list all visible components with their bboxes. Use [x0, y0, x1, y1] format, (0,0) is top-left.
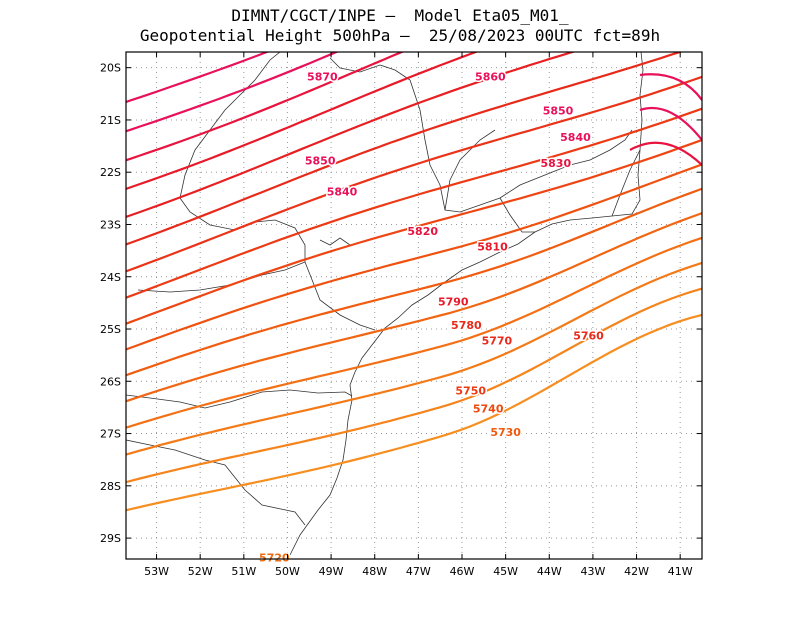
- state-border-1: [126, 439, 306, 526]
- contour-value-label: 5850: [305, 154, 336, 167]
- contour-value-label: 5840: [327, 186, 358, 199]
- y-tick-label: 26S: [100, 375, 121, 388]
- x-tick-label: 47W: [406, 565, 431, 578]
- contour-value-label: 5760: [573, 329, 604, 342]
- contour-line: [126, 52, 684, 246]
- y-tick-label: 20S: [100, 62, 121, 75]
- y-tick-label: 22S: [100, 166, 121, 179]
- contour-value-label: 5740: [473, 403, 504, 416]
- contour-line: [126, 107, 702, 299]
- y-tick-label: 29S: [100, 532, 121, 545]
- y-tick-label: 27S: [100, 428, 121, 441]
- contour-line: [639, 73, 702, 101]
- state-border-4: [304, 261, 376, 331]
- contour-value-label: 5720: [259, 552, 290, 565]
- contour-labels: 5870 5860 5850 5840 5850 5830 5840 5820 5810 5790…: [258, 69, 606, 566]
- contour-value-label: 5820: [407, 225, 438, 238]
- contour-line: [126, 52, 270, 104]
- contour-line: [126, 52, 479, 191]
- contour-line: [126, 163, 702, 351]
- y-tick-label: 25S: [100, 323, 121, 336]
- x-tick-label: 48W: [362, 565, 387, 578]
- y-tick-label: 24S: [100, 271, 121, 284]
- contour-line: [126, 52, 340, 133]
- y-tick-label: 28S: [100, 480, 121, 493]
- contour-value-label: 5780: [451, 319, 482, 332]
- contour-line: [126, 138, 702, 325]
- y-tick-label: 23S: [100, 218, 121, 231]
- x-tick-label: 49W: [319, 565, 344, 578]
- map-frame: [125, 51, 703, 560]
- graticule: [126, 52, 702, 559]
- contour-value-label: 5830: [541, 157, 572, 170]
- contour-value-label: 5790: [438, 296, 469, 309]
- map-title-line-2: Geopotential Height 500hPa – 25/08/2023 …: [139, 26, 661, 45]
- map-title-line-1: DIMNT/CGCT/INPE – Model Eta05_M01_: [231, 6, 569, 25]
- y-tick-label: 21S: [100, 114, 121, 127]
- contour-value-label: 5810: [477, 241, 508, 254]
- longitude-axis: 53W 52W 51W 50W 49W 48W 47W 46W 45W 44W 43W 42W 41W: [144, 52, 693, 578]
- contour-line: [126, 75, 702, 273]
- contour-line: [639, 106, 702, 141]
- contour-value-label: 5730: [490, 426, 521, 439]
- state-border-9: [611, 149, 641, 217]
- contour-line: [126, 52, 405, 162]
- state-border-7: [499, 197, 535, 233]
- x-tick-label: 46W: [450, 565, 475, 578]
- contour-line: [126, 52, 577, 219]
- contour-line: [629, 141, 702, 166]
- x-tick-label: 44W: [537, 565, 562, 578]
- contour-line: [126, 212, 702, 403]
- state-border-6: [329, 57, 411, 81]
- x-tick-label: 43W: [580, 565, 605, 578]
- contour-value-label: 5870: [307, 71, 338, 84]
- x-tick-label: 51W: [231, 565, 256, 578]
- contour-line: [126, 287, 702, 484]
- x-tick-label: 52W: [188, 565, 213, 578]
- contour-value-label: 5840: [560, 131, 591, 144]
- x-tick-label: 45W: [493, 565, 518, 578]
- contour-line: [126, 313, 702, 512]
- coastline-and-borders: [126, 52, 644, 556]
- contour-line: [126, 187, 702, 377]
- state-border-5: [409, 79, 633, 213]
- contour-value-label: 5750: [455, 384, 486, 397]
- x-tick-label: 53W: [144, 565, 169, 578]
- state-border-10: [319, 237, 351, 246]
- latitude-axis: 20S 21S 22S 23S 24S 25S 26S 27S 28S 29S: [100, 62, 702, 545]
- contour-value-label: 5770: [482, 335, 513, 348]
- x-tick-label: 42W: [624, 565, 649, 578]
- geopotential-contours: [126, 52, 702, 512]
- contour-value-label: 5850: [543, 105, 574, 118]
- x-tick-label: 50W: [275, 565, 300, 578]
- state-border-2: [126, 389, 353, 409]
- contour-line: [126, 236, 702, 429]
- x-tick-label: 41W: [668, 565, 693, 578]
- contour-line: [126, 261, 702, 456]
- contour-value-label: 5860: [475, 71, 506, 84]
